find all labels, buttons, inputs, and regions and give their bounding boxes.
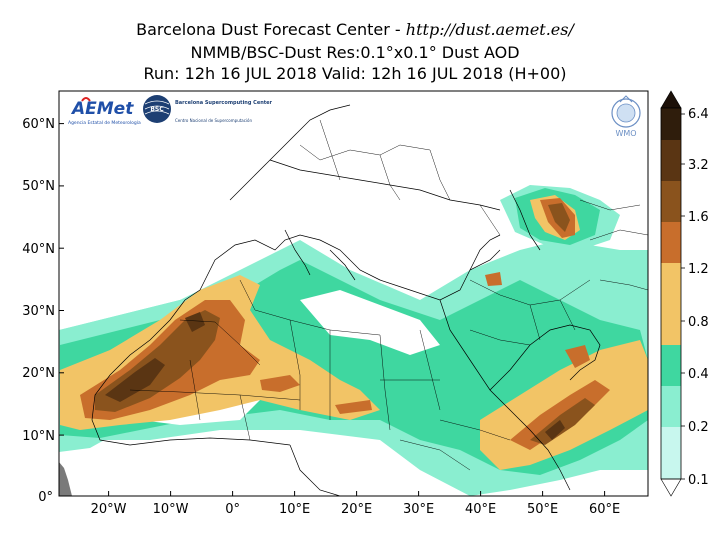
wmo-logo: WMO bbox=[611, 95, 641, 138]
lat-tick-marks bbox=[59, 123, 64, 497]
dust-spot-2 bbox=[335, 400, 372, 414]
lat-label-30n: 30°N bbox=[22, 304, 55, 319]
colorbar-label-0.4: 0.4 bbox=[688, 367, 709, 382]
colorbar-ticks bbox=[681, 113, 685, 480]
colorbar-segment-3.2 bbox=[661, 140, 681, 181]
lat-label-20n: 20°N bbox=[22, 366, 55, 381]
clear-area-mediterranean bbox=[300, 290, 440, 355]
lat-label-40n: 40°N bbox=[22, 242, 55, 257]
aemet-logo-text: AEMet bbox=[70, 99, 134, 119]
title-url: http://dust.aemet.es/ bbox=[405, 20, 574, 39]
aemet-logo: AEMet Agencia Estatal de Meteorología bbox=[68, 97, 141, 126]
bsc-logo-name: Barcelona Supercomputing Center bbox=[175, 100, 273, 106]
title-line-2: NMMB/BSC-Dust Res:0.1°x0.1° Dust AOD bbox=[190, 43, 520, 62]
colorbar-label-0.8: 0.8 bbox=[688, 315, 709, 330]
dust-core-3.2-north bbox=[185, 312, 205, 332]
colorbar-segment-0.2 bbox=[661, 386, 681, 427]
bsc-logo-badge-text: BSC bbox=[150, 106, 164, 113]
title-line-1: Barcelona Dust Forecast Center - http://… bbox=[0, 20, 710, 39]
dust-spot-3 bbox=[485, 272, 502, 286]
colorbar-label-0.2: 0.2 bbox=[688, 420, 709, 435]
coastlines bbox=[91, 104, 601, 496]
lat-labels: 60°N 50°N 40°N 30°N 20°N 10°N 0° bbox=[22, 117, 55, 505]
lon-label-10e: 10°E bbox=[279, 502, 310, 517]
colorbar-arrow-bottom bbox=[660, 478, 682, 497]
colorbar-segment-6.4 bbox=[661, 108, 681, 140]
title-prefix: Barcelona Dust Forecast Center - bbox=[136, 20, 406, 39]
wmo-logo-globe bbox=[616, 103, 636, 123]
bsc-logo: BSC Barcelona Supercomputing Center Cent… bbox=[143, 95, 273, 123]
colorbar-segment-0.4b bbox=[661, 345, 681, 386]
lat-label-0: 0° bbox=[38, 490, 53, 505]
lon-tick-marks bbox=[108, 491, 606, 496]
lon-label-40e: 40°E bbox=[465, 502, 496, 517]
dust-core-3.2 bbox=[105, 358, 165, 402]
title-line-3: Run: 12h 16 JUL 2018 Valid: 12h 16 JUL 2… bbox=[143, 64, 567, 83]
wmo-logo-text: WMO bbox=[615, 129, 636, 138]
dust-spot-1 bbox=[260, 375, 300, 392]
colorbar-label-1.2: 1.2 bbox=[688, 262, 709, 277]
wmo-logo-ring bbox=[611, 98, 641, 128]
colorbar: 6.4 3.2 1.6 1.2 0.8 0.4 0.2 0.1 bbox=[660, 90, 709, 497]
lon-label-60e: 60°E bbox=[589, 502, 620, 517]
colorbar-label-6.4: 6.4 bbox=[688, 107, 709, 122]
lon-label-30e: 30°E bbox=[403, 502, 434, 517]
dust-zone-1.2-oman bbox=[565, 345, 590, 368]
lon-label-20w: 20°W bbox=[91, 502, 127, 517]
colorbar-label-0.1: 0.1 bbox=[688, 473, 709, 488]
colorbar-label-1.6: 1.6 bbox=[688, 210, 709, 225]
lon-label-10w: 10°W bbox=[153, 502, 189, 517]
lat-label-10n: 10°N bbox=[22, 429, 55, 444]
dust-zone-1.6-caspian bbox=[548, 203, 570, 232]
colorbar-segment-0.4 bbox=[661, 304, 681, 345]
colorbar-segment-0.1 bbox=[661, 427, 681, 479]
lon-label-50e: 50°E bbox=[527, 502, 558, 517]
dust-core-3.2-arabia bbox=[545, 420, 565, 440]
bsc-logo-waves bbox=[144, 100, 170, 115]
lat-label-50n: 50°N bbox=[22, 179, 55, 194]
colorbar-segment-1.2 bbox=[661, 222, 681, 263]
colorbar-label-3.2: 3.2 bbox=[688, 158, 709, 173]
colorbar-segment-1.6 bbox=[661, 181, 681, 222]
map-frame bbox=[58, 90, 649, 497]
aemet-logo-subtitle: Agencia Estatal de Meteorología bbox=[68, 119, 141, 126]
no-data-region bbox=[59, 462, 72, 496]
colorbar-frame bbox=[660, 107, 682, 480]
colorbar-arrow-top bbox=[660, 90, 682, 109]
lon-label-0: 0° bbox=[225, 502, 240, 517]
lon-label-20e: 20°E bbox=[341, 502, 372, 517]
wmo-logo-star bbox=[619, 95, 633, 103]
dust-aod-field bbox=[59, 104, 648, 496]
lat-label-60n: 60°N bbox=[22, 117, 55, 132]
colorbar-segment-0.8 bbox=[661, 263, 681, 304]
country-borders bbox=[129, 119, 648, 471]
lon-labels: 20°W 10°W 0° 10°E 20°E 30°E 40°E 50°E 60… bbox=[91, 502, 621, 517]
bsc-logo-subtitle: Centro Nacional de Supercomputación bbox=[175, 118, 253, 123]
aemet-logo-mark bbox=[81, 97, 91, 102]
